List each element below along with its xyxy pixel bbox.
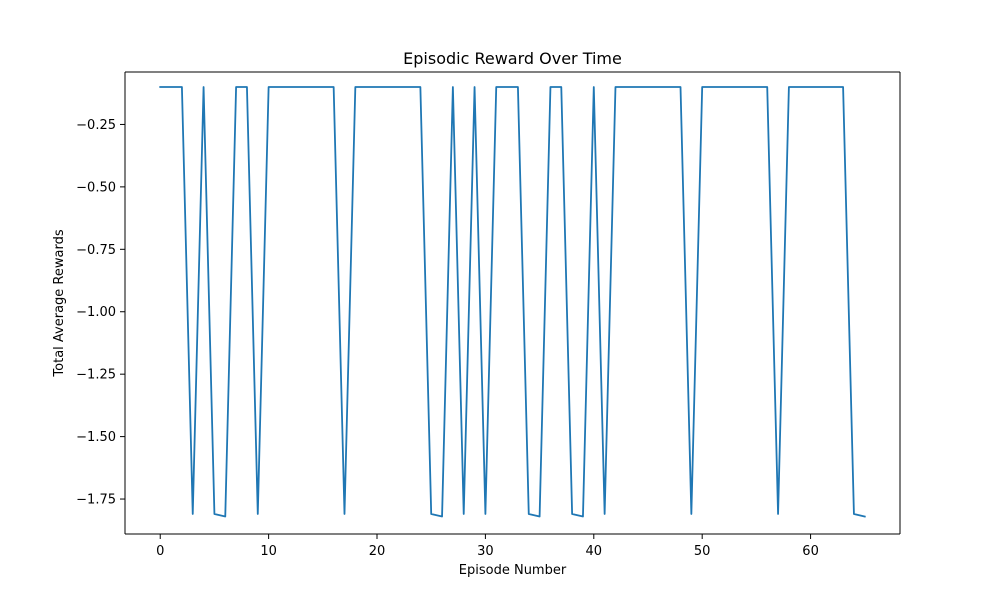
x-tick-label: 30 xyxy=(477,544,494,559)
y-axis-label: Total Average Rewards xyxy=(52,229,67,377)
y-tick-label: −0.75 xyxy=(76,243,116,258)
x-tick-label: 10 xyxy=(260,544,277,559)
y-tick-label: −0.25 xyxy=(76,118,116,133)
chart-title: Episodic Reward Over Time xyxy=(403,49,622,68)
y-tick-label: −0.50 xyxy=(76,180,116,195)
plot-background xyxy=(125,72,900,534)
axes-frame xyxy=(124,71,901,535)
y-axis-ticks: −0.25 −0.50 −0.75 −1.00 −1.25 −1.50 −1.75 xyxy=(76,118,125,508)
x-tick-label: 50 xyxy=(694,544,711,559)
plot-area xyxy=(125,72,900,534)
y-tick-label: −1.50 xyxy=(76,430,116,445)
x-tick-label: 40 xyxy=(586,544,603,559)
y-tick-label: −1.75 xyxy=(76,493,116,508)
series-layer xyxy=(159,86,866,518)
x-axis-ticks: 0 10 20 30 40 50 60 xyxy=(156,534,819,559)
series-line-0 xyxy=(159,86,866,518)
y-tick-label: −1.00 xyxy=(76,305,116,320)
x-tick-label: 60 xyxy=(802,544,819,559)
x-tick-label: 20 xyxy=(369,544,386,559)
y-tick-label: −1.25 xyxy=(76,368,116,383)
x-axis-label: Episode Number xyxy=(459,563,567,578)
x-tick-label: 0 xyxy=(156,544,164,559)
